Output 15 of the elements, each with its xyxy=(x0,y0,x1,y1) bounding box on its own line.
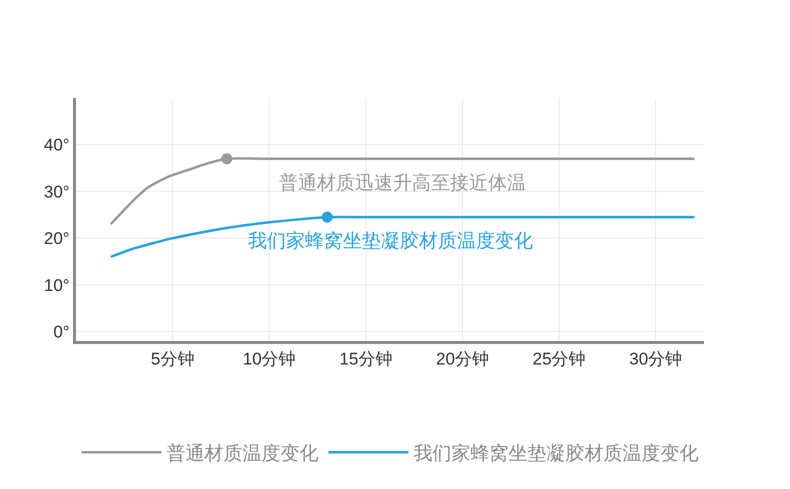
y-tick-label: 20° xyxy=(44,229,70,248)
y-tick-label: 40° xyxy=(44,136,70,155)
legend-label: 普通材质温度变化 xyxy=(166,442,318,465)
y-tick-label: 10° xyxy=(44,276,70,295)
legend-label: 我们家蜂窝坐垫凝胶材质温度变化 xyxy=(414,442,698,465)
y-tick-label: 30° xyxy=(44,182,70,202)
annotation: 我们家蜂窝坐垫凝胶材质温度变化 xyxy=(248,230,533,252)
x-tick-label: 25分钟 xyxy=(532,349,586,368)
annotation: 普通材质迅速升高至接近体温 xyxy=(279,172,526,194)
x-tick-label: 15分钟 xyxy=(339,349,392,368)
y-tick-label: 0° xyxy=(53,322,70,342)
x-tick-label: 20分钟 xyxy=(436,349,489,368)
x-tick-label: 5分钟 xyxy=(150,349,194,368)
x-tick-label: 10分钟 xyxy=(242,349,296,368)
x-tick-label: 30分钟 xyxy=(629,349,682,368)
